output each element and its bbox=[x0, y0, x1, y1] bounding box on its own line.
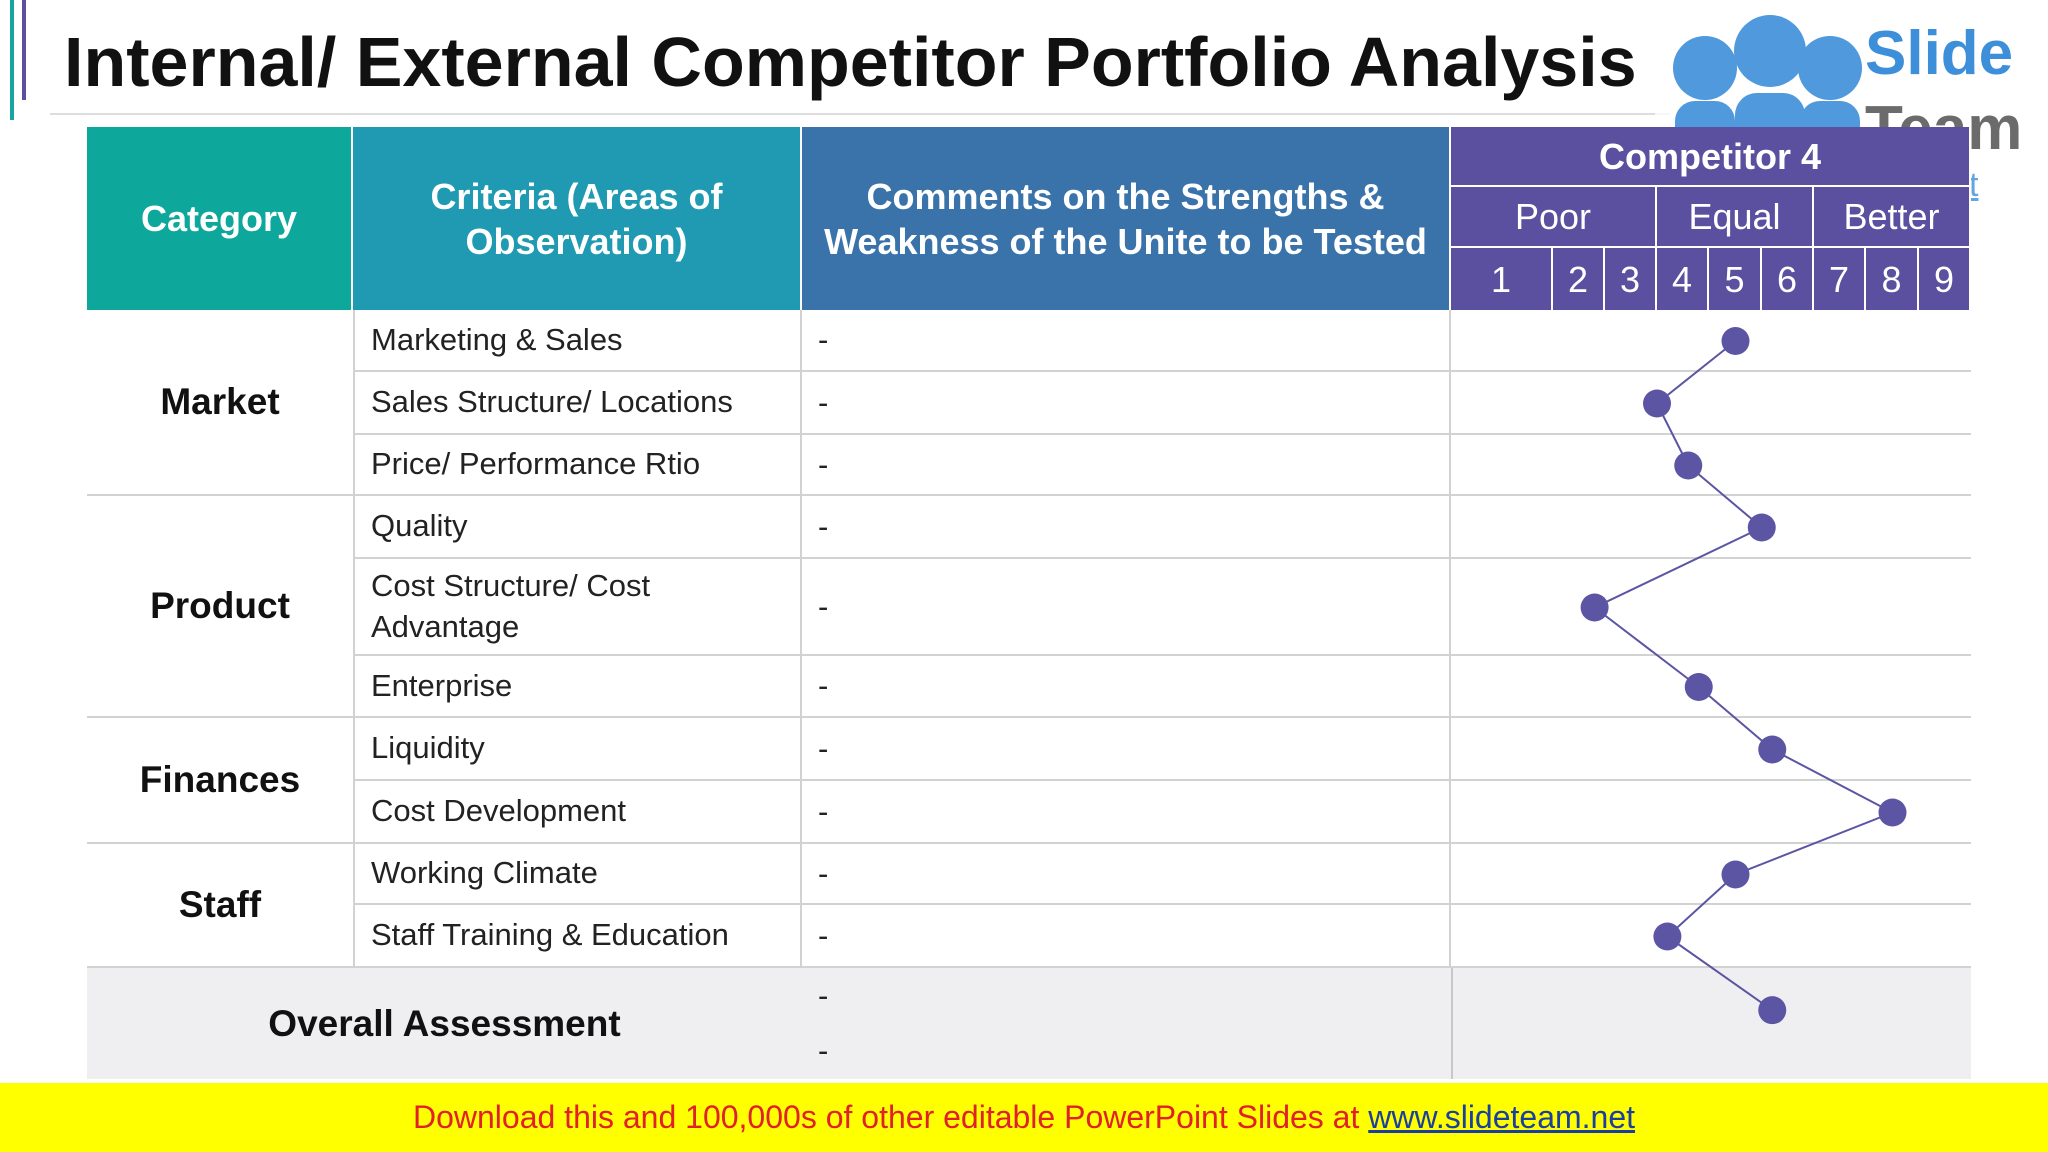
score-dot bbox=[1674, 451, 1703, 480]
accent-bar bbox=[10, 0, 14, 120]
score-dot bbox=[1643, 389, 1671, 418]
title-rule bbox=[50, 113, 1670, 115]
footer: Download this and 100,000s of other edit… bbox=[0, 1083, 2048, 1152]
footer-text: Download this and 100,000s of other edit… bbox=[412, 1099, 1369, 1135]
score-dot bbox=[1758, 996, 1787, 1025]
score-dot bbox=[1747, 513, 1776, 542]
logo-brand: Slide bbox=[1865, 19, 2014, 88]
score-dot bbox=[1721, 327, 1750, 355]
title: Internal/ External Competitor Portfolio … bbox=[64, 23, 1637, 101]
score-dot bbox=[1684, 673, 1713, 701]
score-dot bbox=[1758, 735, 1787, 764]
accent-bar bbox=[22, 0, 26, 100]
score-dot bbox=[1878, 798, 1907, 827]
score-dot bbox=[1721, 860, 1750, 889]
score-line bbox=[1592, 340, 1895, 1011]
score-dot bbox=[1653, 922, 1682, 951]
score-dot bbox=[1580, 593, 1609, 622]
footer-link[interactable]: www.slideteam.net bbox=[1368, 1099, 1636, 1135]
